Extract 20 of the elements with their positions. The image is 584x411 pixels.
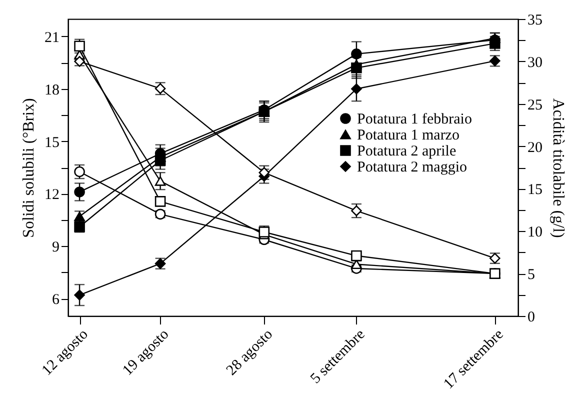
y2-tick-label: 15 — [528, 182, 542, 198]
y2-tick-label: 25 — [528, 97, 542, 114]
legend-label: Potatura 2 maggio — [357, 160, 467, 176]
y-axis-title: Solidi solubili (°Brix) — [20, 98, 38, 238]
y-tick-label: 9 — [52, 240, 60, 256]
legend-label: Potatura 1 febbraio — [357, 112, 472, 128]
y2-tick-label: 35 — [528, 12, 542, 28]
y-tick-label: 21 — [44, 30, 60, 46]
y-tick-label: 15 — [44, 134, 60, 151]
y-tick-label: 18 — [44, 82, 60, 98]
y-tick-label: 6 — [52, 292, 60, 308]
y2-tick-label: 0 — [528, 310, 535, 326]
legend-label: Potatura 2 aprile — [357, 144, 456, 160]
y2-tick-label: 10 — [528, 224, 542, 241]
y-tick-label: 12 — [44, 187, 60, 204]
y2-tick-label: 30 — [528, 54, 542, 71]
y2-axis-title: Acidità titolabile (g/l) — [550, 98, 566, 238]
y2-tick-label: 20 — [528, 140, 542, 156]
y2-tick-label: 5 — [528, 267, 535, 284]
legend-label: Potatura 1 marzo — [357, 128, 460, 144]
